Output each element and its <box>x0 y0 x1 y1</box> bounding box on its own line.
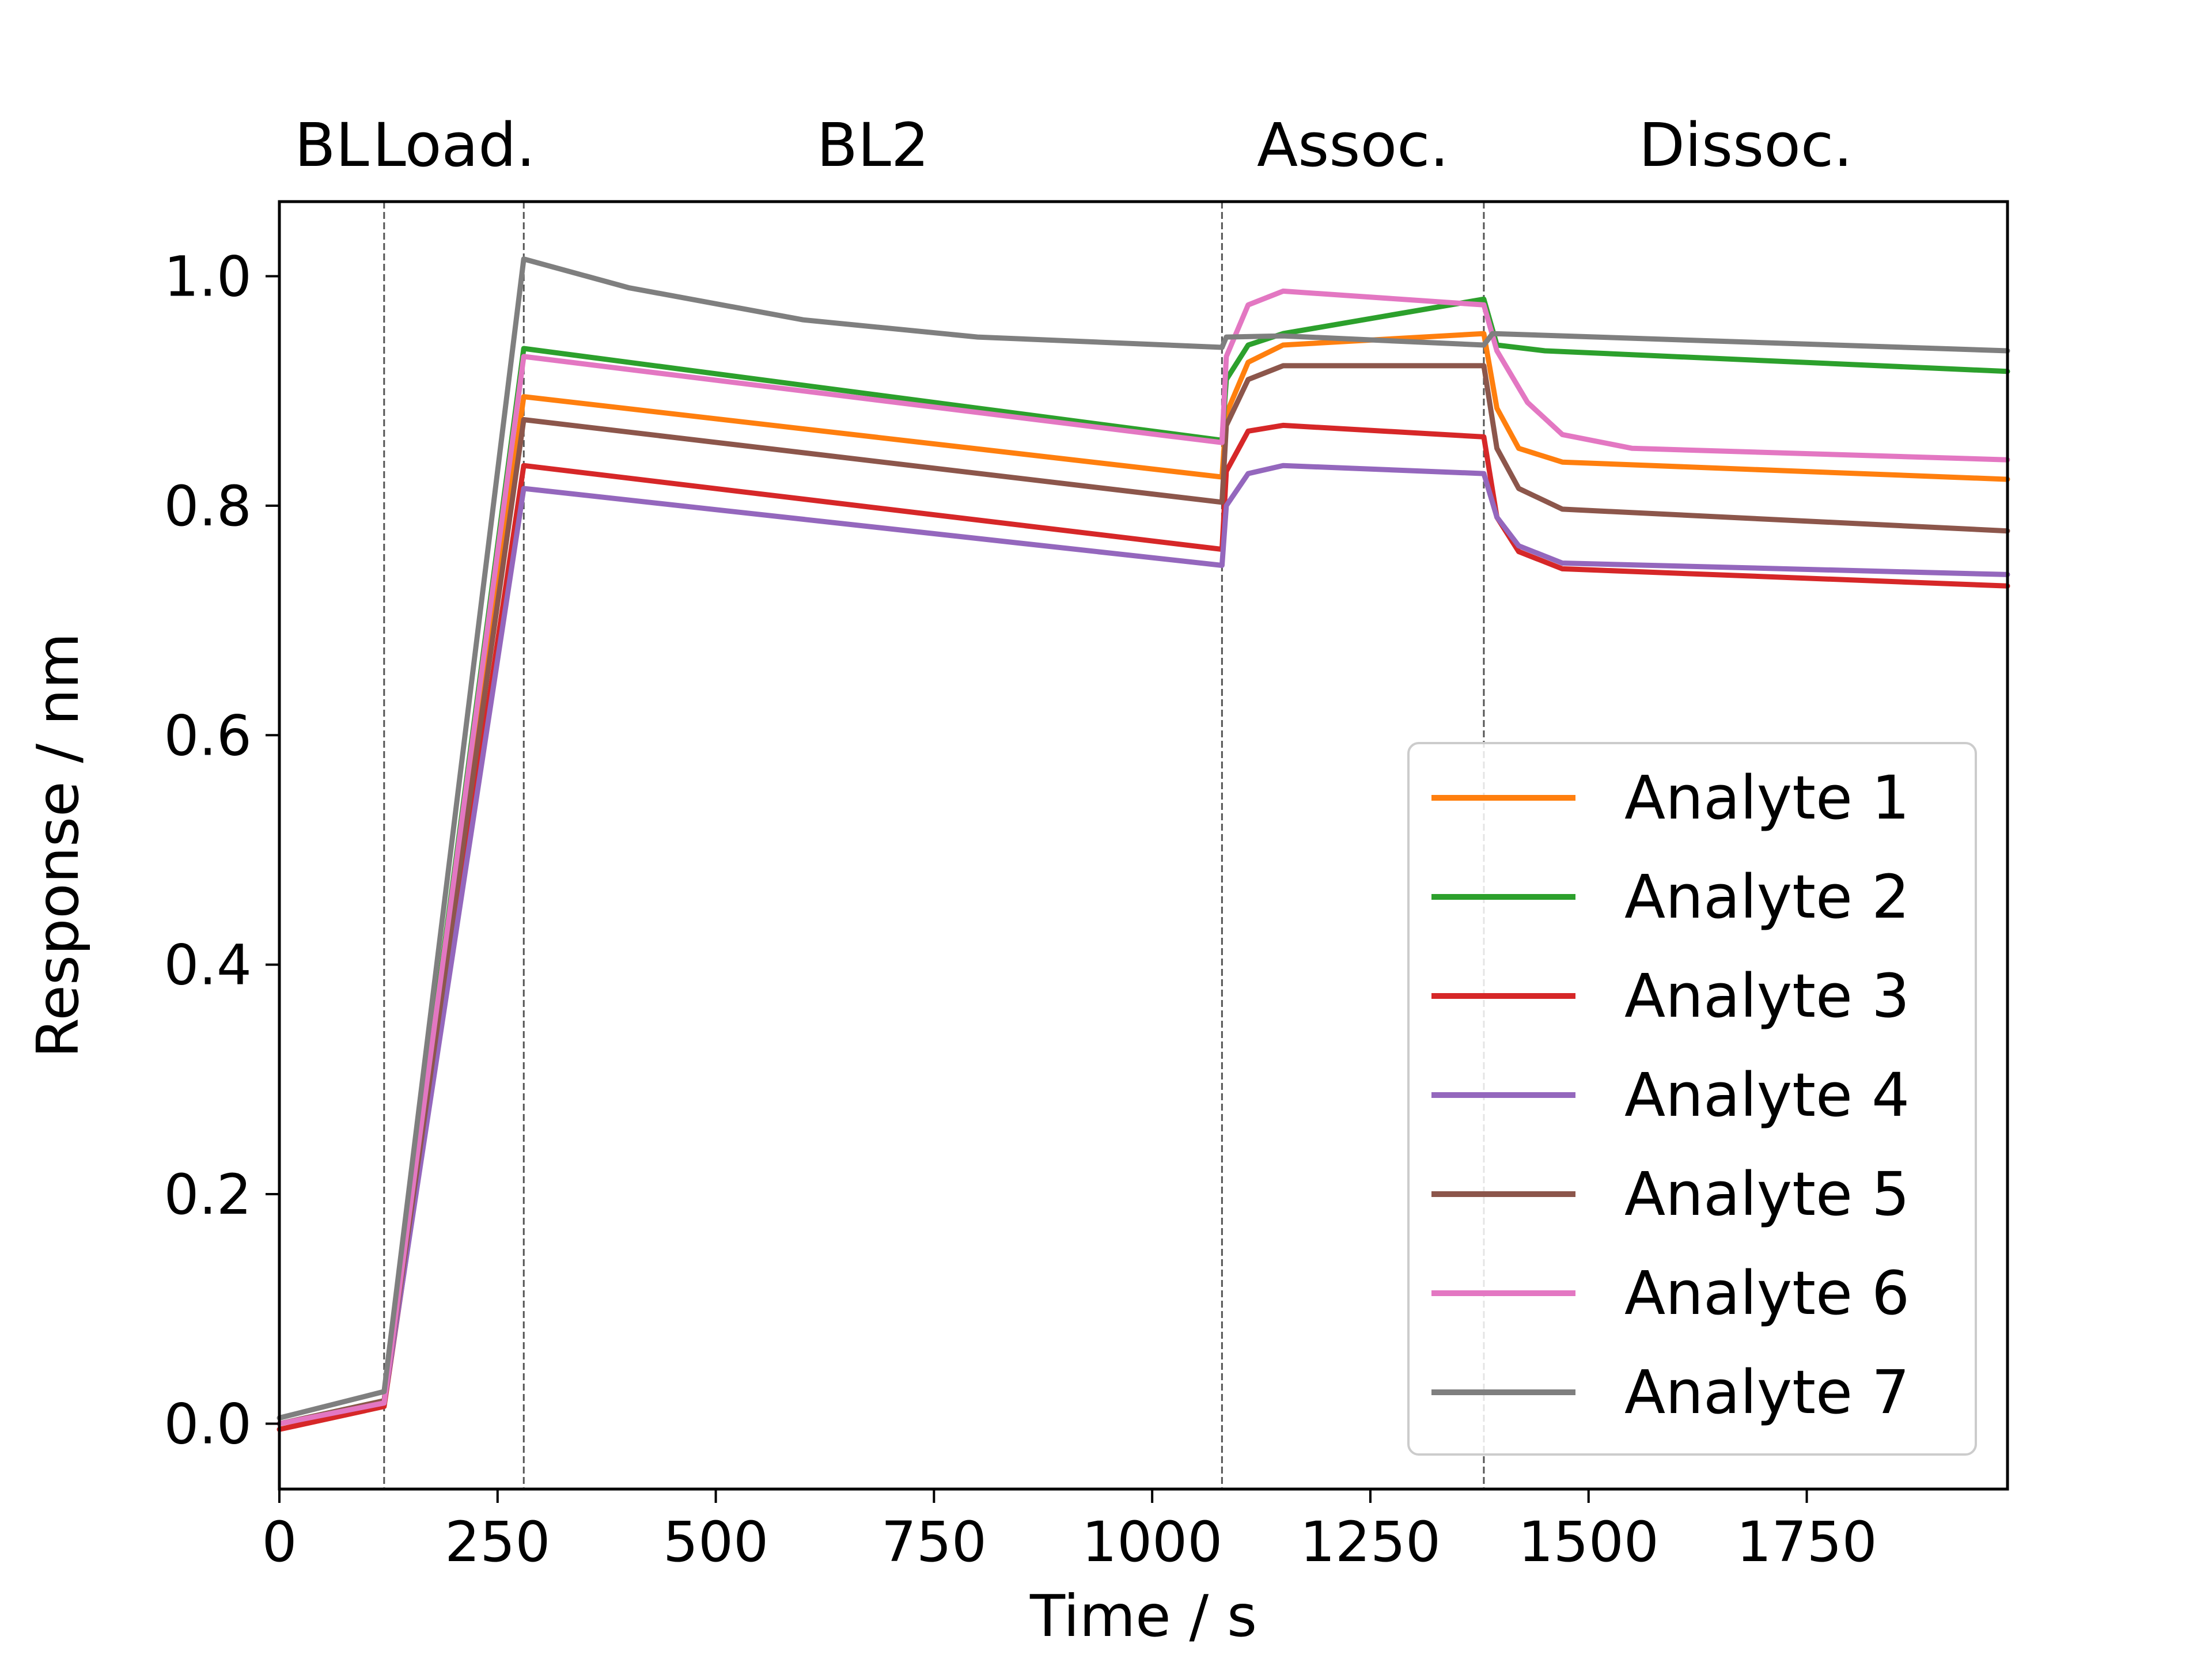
legend: Analyte 1 Analyte 2 Analyte 3 Analyte 4 Anal… <box>1407 742 1977 1456</box>
phase-label-assoc: Assoc. <box>1257 110 1449 180</box>
x-tick-label: 0 <box>262 1510 297 1574</box>
x-tick-label: 1250 <box>1300 1510 1441 1574</box>
x-axis: 0 250 500 750 1000 1250 1500 1750 <box>262 1489 1877 1574</box>
y-tick-label: 0.8 <box>164 474 252 539</box>
x-tick-label: 500 <box>663 1510 768 1574</box>
y-tick-label: 0.2 <box>164 1162 252 1227</box>
y-tick-label: 0.4 <box>164 933 252 998</box>
legend-box <box>1407 742 1977 1456</box>
legend-label-analyte-5: Analyte 5 <box>1624 1159 1910 1229</box>
phase-labels: BL Load. BL2 Assoc. Dissoc. <box>294 110 1853 180</box>
series-line-analyte-4 <box>276 463 2010 1426</box>
series-line-analyte-1 <box>276 331 2010 1426</box>
plot-frame <box>278 200 2009 1491</box>
x-tick-label: 750 <box>881 1510 987 1574</box>
legend-label-analyte-6: Analyte 6 <box>1624 1258 1910 1328</box>
series-line-analyte-5 <box>276 363 2010 1426</box>
series-layer <box>276 256 2010 1432</box>
y-tick-label: 0.6 <box>164 703 252 768</box>
y-tick-label: 0.0 <box>164 1392 252 1456</box>
phase-label-bl2: BL2 <box>817 110 929 180</box>
legend-label-analyte-2: Analyte 2 <box>1624 862 1910 932</box>
phase-label-load: Load. <box>373 110 536 180</box>
x-axis-label: Time / s <box>1029 1582 1257 1650</box>
y-tick-label: 1.0 <box>164 244 252 309</box>
phase-label-bl: BL <box>294 110 369 180</box>
series-line-analyte-7 <box>276 256 2010 1421</box>
x-tick-label: 1750 <box>1736 1510 1877 1574</box>
x-tick-label: 1500 <box>1518 1510 1659 1574</box>
series-line-analyte-3 <box>276 422 2010 1432</box>
legend-label-analyte-3: Analyte 3 <box>1624 961 1910 1031</box>
x-tick-label: 250 <box>445 1510 550 1574</box>
y-axis: 0.0 0.2 0.4 0.6 0.8 1.0 <box>164 244 279 1456</box>
legend-label-analyte-1: Analyte 1 <box>1624 763 1910 833</box>
series-line-analyte-6 <box>276 288 2010 1426</box>
legend-label-analyte-7: Analyte 7 <box>1624 1357 1910 1427</box>
x-tick-label: 1000 <box>1082 1510 1222 1574</box>
y-axis-label: Response / nm <box>24 632 92 1058</box>
legend-label-analyte-4: Analyte 4 <box>1624 1060 1910 1130</box>
phase-label-dissoc: Dissoc. <box>1639 110 1853 180</box>
